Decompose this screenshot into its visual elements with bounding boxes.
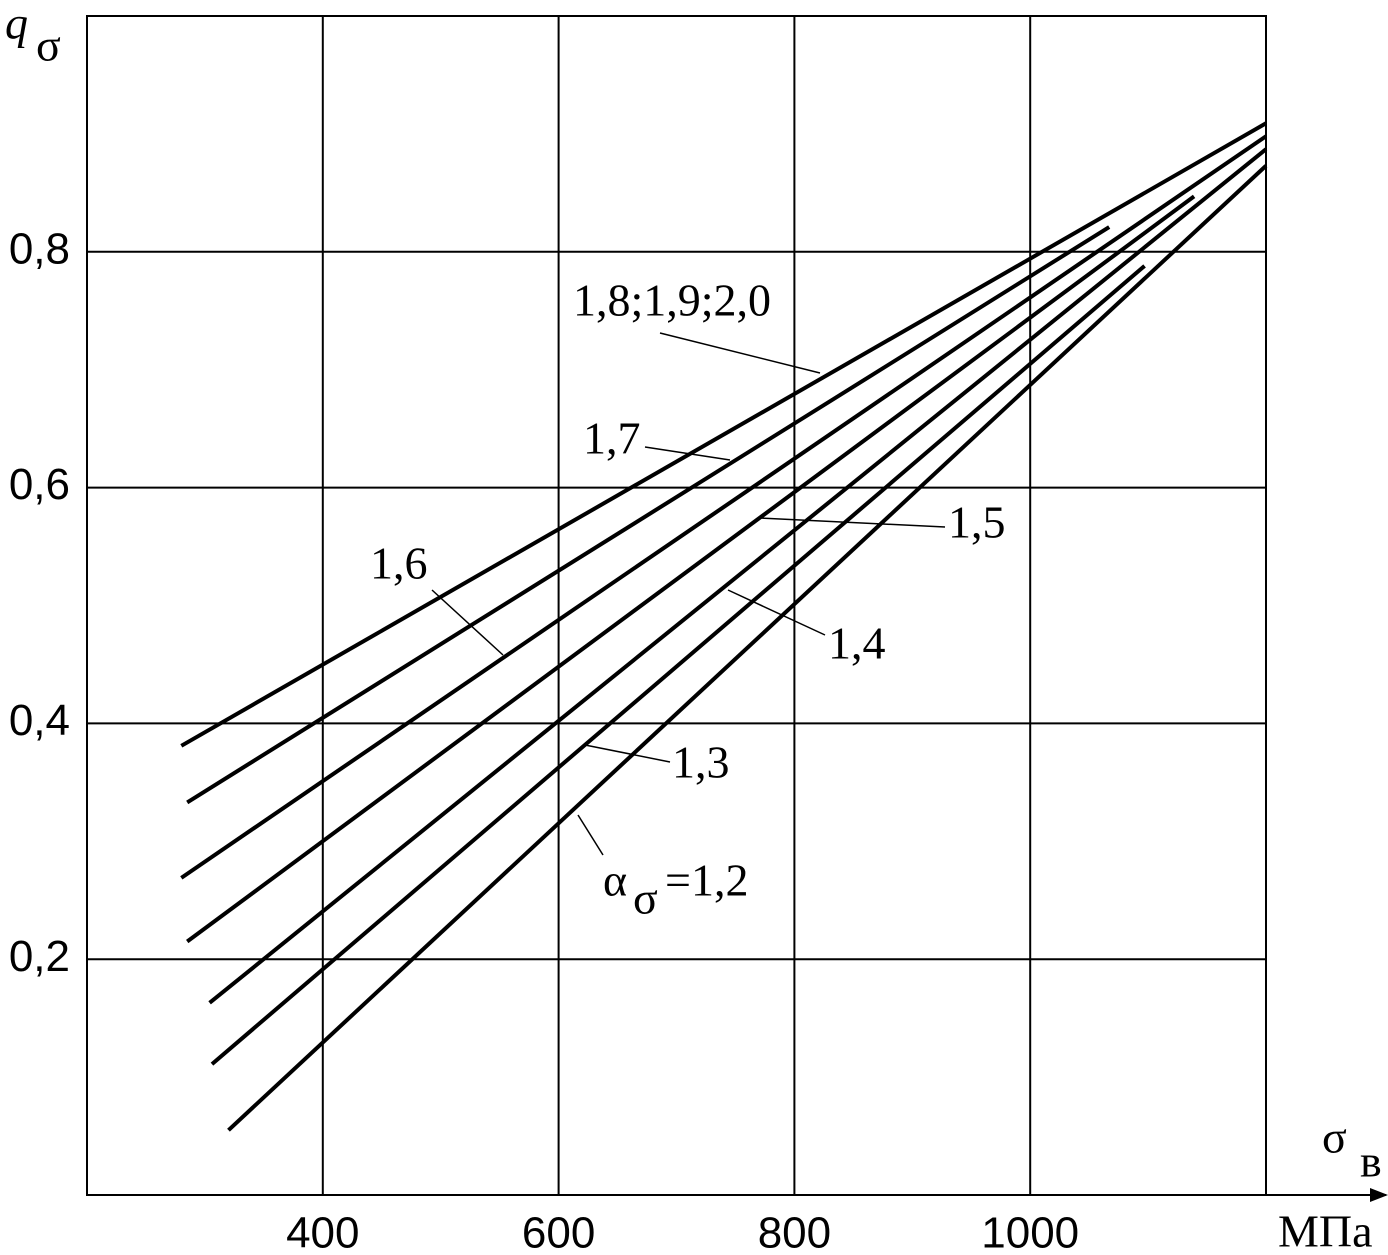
curve-label: =1,2 — [665, 855, 748, 906]
x-unit: МПа — [1278, 1206, 1373, 1255]
leader-line — [644, 446, 731, 461]
leader-line — [759, 517, 946, 528]
x-axis-arrow — [1370, 1188, 1388, 1202]
x-label: σ — [1322, 1112, 1347, 1163]
leader-line — [659, 332, 821, 374]
leader-line — [431, 589, 504, 656]
y-label: q — [5, 0, 28, 49]
curve-label: 1,8;1,9;2,0 — [573, 275, 771, 326]
y-tick-label: 0,2 — [9, 932, 70, 981]
curve — [210, 264, 1146, 1066]
leader-line — [584, 744, 671, 763]
x-tick-label: 600 — [522, 1209, 595, 1255]
leader-line — [727, 589, 826, 636]
curve — [180, 134, 1268, 880]
curve — [208, 147, 1268, 1005]
y-tick-label: 0,8 — [9, 224, 70, 273]
y-tick-label: 0,4 — [9, 696, 70, 745]
curve-label-symbol: α — [603, 855, 627, 906]
curve-label-symbol-sub: σ — [633, 873, 658, 924]
curve — [186, 225, 1111, 805]
curve — [186, 194, 1196, 944]
curve — [227, 164, 1268, 1132]
curve-label: 1,7 — [583, 413, 641, 464]
x-tick-label: 1000 — [981, 1209, 1079, 1255]
curve-label: 1,5 — [948, 497, 1006, 548]
x-tick-label: 400 — [286, 1209, 359, 1255]
leader-line — [577, 814, 604, 856]
y-tick-label: 0,6 — [9, 460, 70, 509]
curve — [180, 121, 1267, 748]
curve-label: 1,4 — [828, 618, 886, 669]
x-tick-label: 800 — [758, 1209, 831, 1255]
y-label-sub: σ — [36, 20, 61, 71]
curve-label: 1,3 — [672, 737, 730, 788]
x-label-sub: в — [1360, 1136, 1382, 1187]
curve-label: 1,6 — [370, 538, 428, 589]
